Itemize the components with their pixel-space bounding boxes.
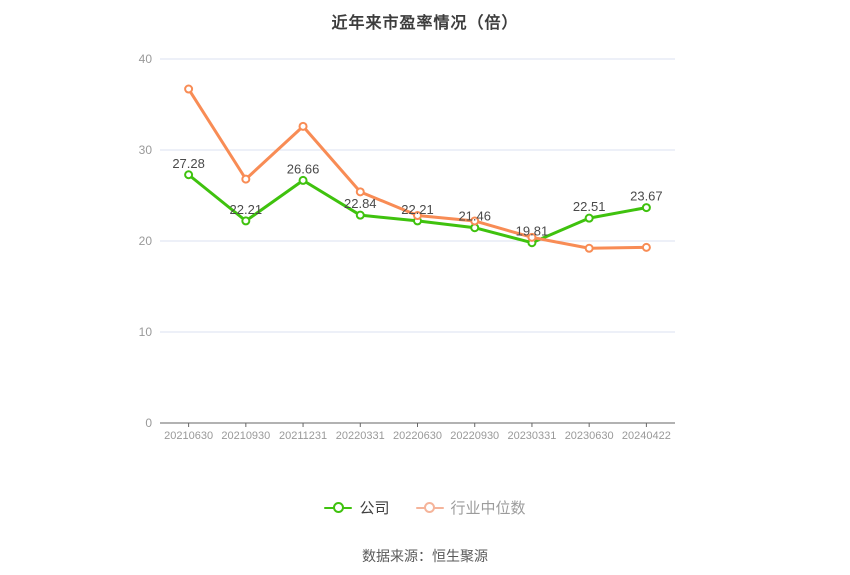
y-axis-tick-label: 0 (145, 416, 152, 430)
x-axis-tick-label: 20230331 (507, 430, 556, 442)
data-point-marker (184, 170, 194, 180)
y-axis-tick-label: 10 (139, 325, 153, 339)
data-point-marker (470, 216, 480, 226)
data-point-marker (241, 174, 251, 184)
industry-line-marker-icon (415, 501, 444, 515)
x-axis-tick-label: 20220630 (393, 430, 442, 442)
legend-item-industry-median[interactable]: 行业中位数 (415, 497, 526, 518)
pe-ratio-line-chart: 0 10 20 30 40 20210630 20210930 20211231 2022033… (139, 52, 675, 442)
legend-label-industry-median: 行业中位数 (450, 500, 526, 517)
x-axis-tick-label: 20220930 (450, 430, 499, 442)
data-point-label: 22.21 (230, 202, 263, 217)
data-point-marker (641, 203, 651, 213)
data-point-marker (527, 232, 537, 242)
chart-title: 近年来市盈率情况（倍） (331, 15, 519, 32)
x-axis-tick-label: 20220331 (336, 430, 385, 442)
data-point-marker (298, 121, 308, 131)
x-axis-tick-label: 20210630 (164, 430, 213, 442)
data-point-marker (584, 243, 594, 253)
data-point-marker (641, 242, 651, 252)
data-point-label: 19.81 (516, 224, 549, 239)
data-point-marker (584, 213, 594, 223)
data-point-label: 21.46 (458, 209, 491, 224)
data-source-note: 数据来源：恒生聚源 (362, 548, 488, 564)
x-axis-tick-label: 20230630 (565, 430, 614, 442)
data-point-label: 23.67 (630, 189, 663, 204)
legend-label-company: 公司 (359, 500, 390, 517)
data-point-marker (355, 187, 365, 197)
data-point-label: 27.28 (172, 156, 205, 171)
data-point-label: 22.51 (573, 199, 606, 214)
data-point-marker (184, 84, 194, 94)
y-axis-tick-label: 20 (139, 234, 153, 248)
y-axis-tick-label: 40 (139, 52, 153, 66)
data-point-label: 26.66 (287, 161, 320, 176)
data-point-marker (298, 175, 308, 185)
data-point-marker (241, 216, 251, 226)
y-axis-tick-label: 30 (139, 143, 153, 157)
data-point-label: 22.84 (344, 196, 377, 211)
x-axis-tick-label: 20240422 (622, 430, 671, 442)
data-point-label: 22.21 (401, 202, 434, 217)
x-axis-tick-label: 20211231 (279, 430, 327, 442)
data-point-marker (355, 210, 365, 220)
chart-legend: 公司 行业中位数 (0, 497, 850, 518)
x-axis-tick-label: 20210930 (221, 430, 270, 442)
company-line-marker-icon (324, 501, 353, 515)
legend-item-company[interactable]: 公司 (324, 497, 390, 518)
data-point-marker (413, 211, 422, 221)
